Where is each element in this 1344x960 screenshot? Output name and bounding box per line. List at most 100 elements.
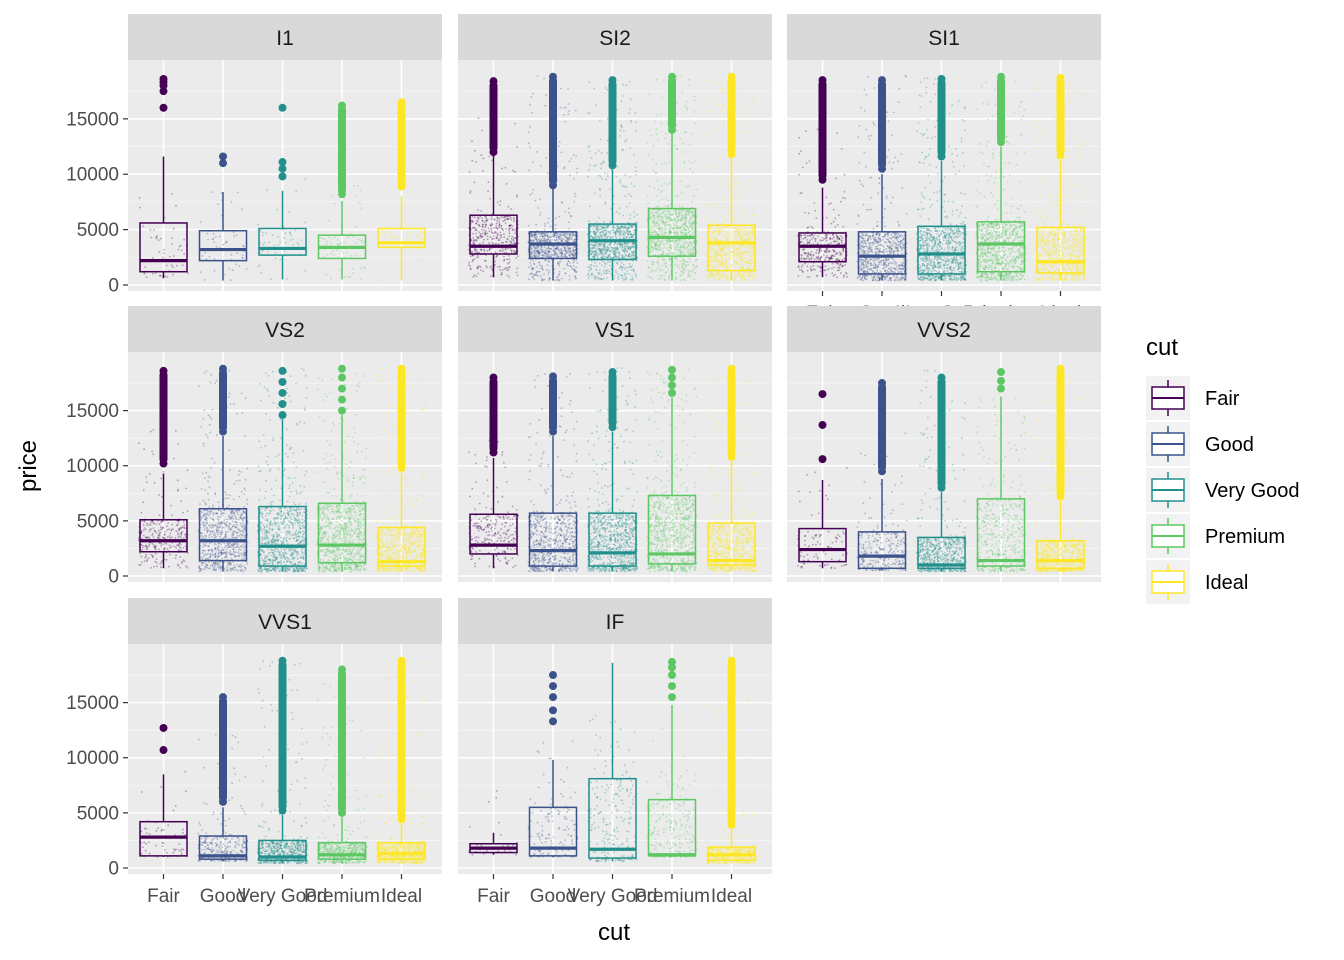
jitter-point — [593, 265, 595, 267]
jitter-point — [723, 265, 725, 267]
jitter-point — [605, 243, 607, 245]
jitter-point — [558, 145, 560, 147]
jitter-point — [474, 243, 476, 245]
jitter-point — [352, 236, 354, 238]
jitter-point — [390, 232, 392, 234]
jitter-point — [894, 236, 896, 238]
jitter-point — [694, 96, 696, 98]
jitter-point — [621, 126, 623, 128]
jitter-point — [160, 238, 162, 240]
jitter-point — [547, 264, 549, 266]
jitter-point — [506, 258, 508, 260]
jitter-point — [507, 275, 509, 277]
jitter-point — [558, 265, 560, 267]
jitter-point — [664, 279, 666, 281]
jitter-point — [204, 252, 206, 254]
jitter-point — [659, 210, 661, 212]
jitter-point — [290, 239, 292, 241]
outlier-band — [609, 80, 617, 165]
jitter-point — [202, 255, 204, 257]
jitter-point — [751, 255, 753, 257]
jitter-point — [533, 251, 535, 253]
jitter-point — [669, 182, 671, 184]
jitter-point — [667, 200, 669, 202]
jitter-point — [631, 226, 633, 228]
jitter-point — [557, 233, 559, 235]
jitter-point — [616, 262, 618, 264]
jitter-point — [606, 250, 608, 252]
jitter-point — [536, 266, 538, 268]
jitter-point — [736, 231, 738, 233]
jitter-point — [884, 226, 886, 228]
jitter-point — [493, 227, 495, 229]
jitter-point — [833, 250, 835, 252]
jitter-point — [806, 266, 808, 268]
jitter-point — [415, 192, 417, 194]
jitter-point — [260, 242, 262, 244]
jitter-point — [505, 267, 507, 269]
jitter-point — [632, 244, 634, 246]
jitter-point — [633, 270, 635, 272]
jitter-point — [285, 242, 287, 244]
jitter-point — [575, 267, 577, 269]
jitter-point — [547, 238, 549, 240]
jitter-point — [222, 244, 224, 246]
jitter-point — [241, 208, 243, 210]
jitter-point — [535, 224, 537, 226]
jitter-point — [735, 239, 737, 241]
jitter-point — [500, 200, 502, 202]
jitter-point — [555, 255, 557, 257]
jitter-point — [587, 274, 589, 276]
jitter-point — [481, 218, 483, 220]
jitter-point — [628, 193, 630, 195]
jitter-point — [658, 206, 660, 208]
jitter-point — [735, 253, 737, 255]
jitter-point — [617, 257, 619, 259]
jitter-point — [746, 254, 748, 256]
jitter-point — [752, 250, 754, 252]
jitter-point — [548, 218, 550, 220]
jitter-point — [605, 87, 607, 89]
jitter-point — [574, 201, 576, 203]
jitter-point — [672, 223, 674, 225]
jitter-point — [809, 160, 811, 162]
jitter-point — [669, 259, 671, 261]
jitter-point — [688, 185, 690, 187]
jitter-point — [833, 236, 835, 238]
jitter-point — [716, 249, 718, 251]
jitter-point — [504, 220, 506, 222]
jitter-point — [598, 217, 600, 219]
jitter-point — [476, 257, 478, 259]
jitter-point — [534, 236, 536, 238]
jitter-point — [593, 165, 595, 167]
jitter-point — [397, 198, 399, 200]
jitter-point — [671, 227, 673, 229]
jitter-point — [215, 236, 217, 238]
jitter-point — [721, 264, 723, 266]
jitter-point — [613, 244, 615, 246]
jitter-point — [171, 264, 173, 266]
jitter-point — [843, 274, 845, 276]
jitter-point — [219, 236, 221, 238]
jitter-point — [175, 205, 177, 207]
jitter-point — [660, 275, 662, 277]
jitter-point — [616, 249, 618, 251]
jitter-point — [600, 139, 602, 141]
jitter-point — [242, 257, 244, 259]
jitter-point — [678, 264, 680, 266]
jitter-point — [533, 279, 535, 281]
jitter-point — [805, 130, 807, 132]
jitter-point — [678, 239, 680, 241]
jitter-point — [613, 275, 615, 277]
jitter-point — [726, 196, 728, 198]
jitter-point — [487, 250, 489, 252]
jitter-point — [691, 224, 693, 226]
jitter-point — [632, 252, 634, 254]
jitter-point — [625, 267, 627, 269]
jitter-point — [605, 179, 607, 181]
jitter-point — [551, 239, 553, 241]
jitter-point — [610, 230, 612, 232]
jitter-point — [274, 245, 276, 247]
jitter-point — [752, 279, 754, 281]
jitter-point — [724, 235, 726, 237]
